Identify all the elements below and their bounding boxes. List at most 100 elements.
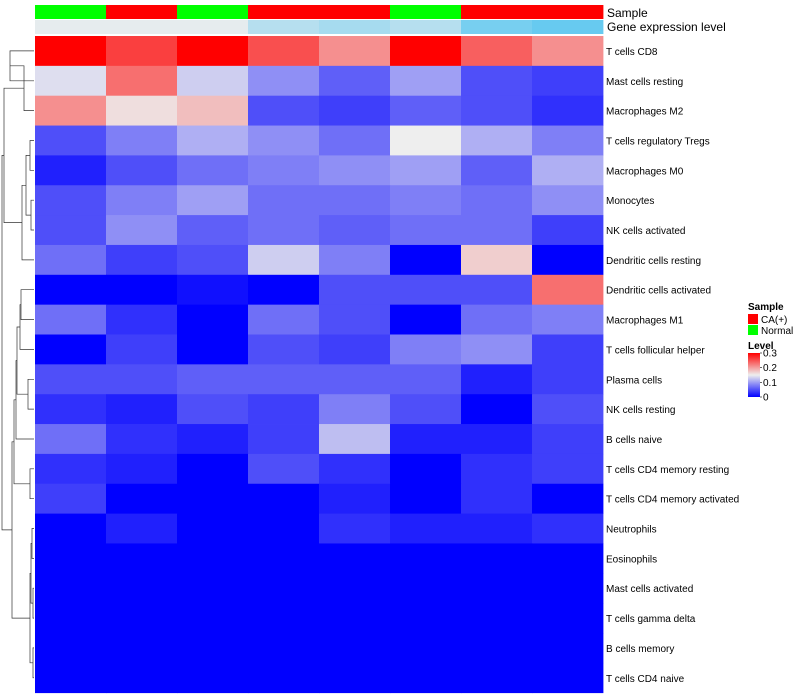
- dendrogram-branch: [32, 647, 34, 679]
- heatmap-cell: [532, 36, 604, 67]
- heatmap-cell: [390, 155, 462, 186]
- heatmap-cell: [106, 573, 178, 604]
- heatmap-cell: [319, 215, 391, 246]
- heatmap-cell: [461, 65, 533, 97]
- heatmap-cell: [35, 185, 107, 216]
- legend-swatch-normal: [748, 325, 758, 335]
- row-label: Macrophages M0: [606, 166, 684, 177]
- heatmap-cell: [390, 394, 462, 425]
- heatmap-cell: [35, 483, 107, 514]
- heatmap-cell: [461, 95, 533, 126]
- heatmap-cell: [35, 155, 107, 186]
- dendrogram-branch: [1, 155, 12, 531]
- heatmap-cell: [248, 125, 320, 156]
- heatmap-cell: [390, 334, 462, 365]
- heatmap-cell: [532, 543, 604, 574]
- heatmap-cell: [390, 662, 462, 694]
- heatmap-cell: [248, 185, 320, 216]
- heatmap-cell: [35, 394, 107, 425]
- dendrogram-branch: [31, 528, 34, 559]
- heatmap-cell: [461, 215, 533, 246]
- row-label: Mast cells activated: [606, 584, 693, 595]
- heatmap-cell: [461, 334, 533, 365]
- heatmap-cell: [106, 155, 178, 186]
- row-label: NK cells activated: [606, 226, 685, 237]
- heatmap-cell: [35, 603, 107, 634]
- heatmap-cell: [390, 603, 462, 634]
- row-dendrogram: [1, 50, 34, 679]
- heatmap-cell: [319, 244, 391, 276]
- heatmap-cell: [35, 95, 107, 126]
- heatmap-cell: [319, 543, 391, 574]
- heatmap-cell: [319, 453, 391, 485]
- sample-annotation-cell: [177, 5, 249, 19]
- heatmap-cell: [177, 603, 249, 634]
- heatmap-cell: [177, 394, 249, 425]
- heatmap-cell: [106, 394, 178, 425]
- gene-expression-annotation-cell: [106, 20, 178, 34]
- sample-annotation-cell: [35, 5, 107, 19]
- heatmap-cell: [248, 36, 320, 67]
- heatmap-cell: [319, 633, 391, 664]
- legend-item-normal: Normal: [761, 326, 793, 337]
- heatmap-cell: [461, 662, 533, 694]
- heatmap-cell: [177, 453, 249, 485]
- heatmap-cell: [177, 274, 249, 306]
- heatmap-cell: [35, 36, 107, 67]
- heatmap-cell: [532, 483, 604, 514]
- heatmap-cell: [390, 513, 462, 544]
- heatmap-cell: [35, 65, 107, 97]
- dendrogram-branch: [29, 572, 33, 664]
- legend-tick-label: 0.2: [763, 363, 777, 374]
- heatmap-cell: [390, 453, 462, 485]
- heatmap-cell: [106, 483, 178, 514]
- heatmap-cell: [177, 65, 249, 97]
- heatmap-cell: [319, 483, 391, 514]
- heatmap-cell: [390, 543, 462, 574]
- heatmap-cell: [248, 244, 320, 276]
- heatmap-cell: [532, 185, 604, 216]
- sample-annotation-cell: [248, 5, 320, 19]
- heatmap-cell: [319, 155, 391, 186]
- gene-expression-annotation-cell: [319, 20, 391, 34]
- heatmap-cell: [248, 543, 320, 574]
- heatmap-cell: [35, 573, 107, 604]
- heatmap-cell: [461, 573, 533, 604]
- heatmap-cell: [319, 364, 391, 395]
- heatmap-cell: [177, 185, 249, 216]
- heatmap-cell: [106, 274, 178, 306]
- row-label: T cells CD4 naive: [606, 674, 685, 685]
- gene-expression-annotation-cell: [390, 20, 462, 34]
- heatmap-cell: [35, 274, 107, 306]
- heatmap-cell: [106, 65, 178, 97]
- row-label: B cells memory: [606, 644, 674, 655]
- row-label: Plasma cells: [606, 375, 662, 386]
- heatmap-cell: [532, 453, 604, 485]
- row-label: NK cells resting: [606, 405, 675, 416]
- heatmap-cell: [177, 633, 249, 664]
- dendrogram-branch: [30, 199, 34, 231]
- dendrogram-branch: [3, 87, 24, 223]
- heatmap-cell: [461, 603, 533, 634]
- row-label: T cells CD8: [606, 47, 658, 58]
- heatmap-cell: [248, 304, 320, 335]
- heatmap-cell: [461, 424, 533, 455]
- heatmap-cell: [177, 483, 249, 514]
- heatmap-cell: [248, 155, 320, 186]
- heatmap-cell: [248, 573, 320, 604]
- heatmap-cells: [35, 36, 604, 694]
- heatmap-cell: [106, 304, 178, 335]
- heatmap-cell: [461, 513, 533, 544]
- dendrogram-branch: [29, 468, 34, 500]
- sample-annotation-cell: [390, 5, 462, 19]
- heatmap-cell: [248, 65, 320, 97]
- heatmap-cell: [177, 364, 249, 395]
- heatmap-cell: [532, 513, 604, 544]
- heatmap-cell: [532, 424, 604, 455]
- heatmap-cell: [177, 304, 249, 335]
- heatmap-cell: [35, 244, 107, 276]
- row-label: Monocytes: [606, 196, 654, 207]
- heatmap-cell: [390, 483, 462, 514]
- heatmap-cell: [248, 215, 320, 246]
- heatmap-cell: [461, 274, 533, 306]
